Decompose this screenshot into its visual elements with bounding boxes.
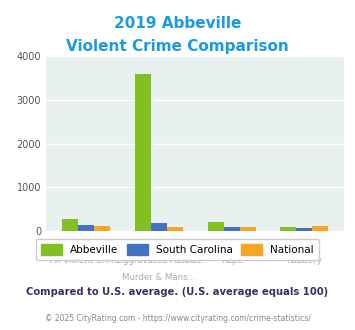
Text: Compared to U.S. average. (U.S. average equals 100): Compared to U.S. average. (U.S. average …: [26, 287, 329, 297]
Text: 2019 Abbeville: 2019 Abbeville: [114, 16, 241, 31]
Bar: [312, 226, 328, 231]
Bar: [62, 219, 78, 231]
Bar: [224, 227, 240, 231]
Text: Aggravated Assault: Aggravated Assault: [117, 256, 201, 265]
Text: Violent Crime Comparison: Violent Crime Comparison: [66, 39, 289, 54]
Bar: [151, 223, 167, 231]
Bar: [94, 226, 110, 231]
Text: Rape: Rape: [221, 256, 242, 265]
Bar: [78, 225, 94, 231]
Bar: [167, 227, 183, 231]
Bar: [296, 228, 312, 231]
Bar: [135, 75, 151, 231]
Text: Murder & Mans...: Murder & Mans...: [122, 273, 196, 282]
Text: Robbery: Robbery: [286, 256, 322, 265]
Bar: [240, 227, 256, 231]
Text: All Violent Crime: All Violent Crime: [50, 256, 122, 265]
Legend: Abbeville, South Carolina, National: Abbeville, South Carolina, National: [36, 239, 319, 260]
Bar: [280, 227, 296, 231]
Bar: [208, 222, 224, 231]
Text: © 2025 CityRating.com - https://www.cityrating.com/crime-statistics/: © 2025 CityRating.com - https://www.city…: [45, 314, 310, 323]
